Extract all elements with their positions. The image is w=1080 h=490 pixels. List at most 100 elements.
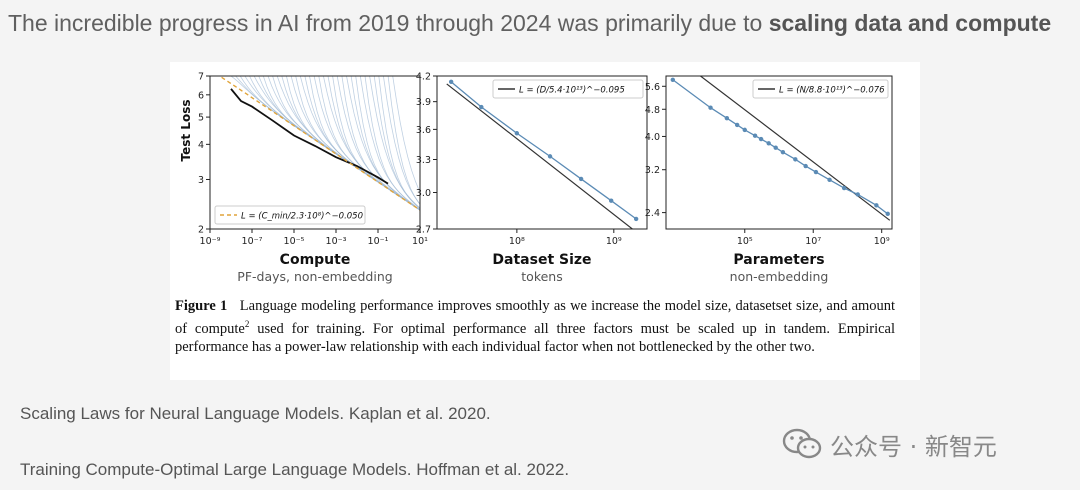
power-law-fit-line [218, 76, 420, 211]
data-point [827, 177, 832, 183]
headline: The incredible progress in AI from 2019 … [8, 10, 1072, 37]
compute-panel: 10⁻⁹ 10⁻⁷ 10⁻⁵ 10⁻³ 10⁻¹ 10¹ 2 3 4 5 6 7 ComputePF-d… [179, 72, 428, 285]
learning-curve [392, 76, 420, 193]
y-tick-label: 6 [198, 90, 204, 101]
caption-text-b: used for training. For optimal performan… [175, 320, 896, 355]
data-series-line [672, 79, 889, 215]
y-tick-label: 2.7 [416, 225, 431, 236]
legend-box [214, 205, 366, 225]
learning-curve [378, 76, 420, 210]
learning-curve [383, 76, 420, 205]
x-tick-label: 10⁷ [805, 236, 821, 247]
data-point [780, 149, 786, 155]
reference-hoffman[interactable]: Training Compute-Optimal Large Language … [20, 460, 570, 479]
caption-text-a: Language modeling performance improves s… [175, 298, 896, 337]
learning-curve [364, 76, 420, 211]
watermark-text: 公众号 · 新智元 [830, 432, 997, 461]
y-tick-label: 3.3 [416, 155, 431, 166]
figure-card: 10⁻⁹ 10⁻⁷ 10⁻⁵ 10⁻³ 10⁻¹ 10¹ 2 3 4 5 6 7 Compute PF-d… [170, 62, 920, 380]
y-tick-label: 5.6 [645, 82, 660, 93]
learning-curve [276, 76, 369, 176]
x-axis-sublabel: non-embedding [730, 269, 829, 284]
dataset-panel: 10⁸ 10⁹ 2.7 3.0 3.3 3.6 3.9 4.2 Dataset Sizetoke… [416, 72, 648, 284]
x-axis-sublabel: PF-days, non-embedding [237, 269, 392, 284]
y-tick-label: 3 [198, 175, 204, 186]
figure-plots: 10⁻⁹ 10⁻⁷ 10⁻⁵ 10⁻³ 10⁻¹ 10¹ 2 3 4 5 6 7 ComputePF-d… [179, 72, 893, 285]
data-series-line [450, 81, 637, 220]
data-point [479, 104, 484, 110]
y-tick-label: 3.6 [416, 125, 431, 136]
x-axis-label: Parameters [733, 252, 824, 268]
y-axis-label: Test Loss [179, 100, 193, 162]
y-tick-label: 3.0 [416, 188, 431, 199]
data-point [752, 133, 758, 138]
x-tick-label: 10⁻⁹ [200, 236, 221, 247]
x-tick-label: 10⁻⁷ [242, 236, 263, 247]
data-point [448, 79, 454, 85]
plot-area [670, 76, 891, 221]
x-tick-label: 10⁹ [606, 236, 622, 247]
data-point [803, 163, 808, 169]
data-point [758, 136, 764, 142]
data-point [734, 122, 740, 128]
headline-emphasis: scaling data and compute [768, 10, 1052, 36]
x-axis-label: Dataset Size [492, 252, 591, 268]
data-point [841, 185, 847, 191]
y-tick-label: 4.8 [645, 105, 660, 116]
x-tick-label: 10⁸ [509, 236, 525, 247]
y-tick-label: 3.9 [416, 97, 431, 108]
data-point [855, 192, 860, 197]
data-point [874, 203, 879, 208]
legend-box [752, 79, 889, 99]
learning-curve [244, 76, 336, 154]
x-tick-label: 10⁵ [737, 236, 753, 247]
wechat-icon [782, 428, 822, 459]
headline-text: The incredible progress in AI from 2019 … [8, 10, 769, 36]
data-point [547, 154, 553, 159]
plot-area [446, 79, 639, 229]
y-tick-label: 5 [198, 113, 204, 124]
data-point [793, 157, 798, 162]
x-axis-label: Compute [280, 252, 351, 268]
axes-frame [436, 75, 648, 230]
data-point [885, 211, 890, 217]
legend-box [492, 79, 644, 99]
data-point [633, 216, 639, 222]
y-tick-label: 4.2 [416, 72, 431, 83]
x-tick-label: 10⁻⁵ [284, 236, 305, 247]
data-point [773, 145, 778, 150]
watermark: 公众号 · 新智元 [782, 426, 997, 462]
y-tick-label: 4 [198, 140, 204, 151]
learning-curve [369, 76, 420, 209]
data-point [708, 105, 713, 110]
data-point [724, 116, 730, 121]
figure-label: Figure 1 [175, 298, 228, 314]
compute-frontier-line [230, 88, 389, 185]
legend-label: L = (N/8.8·10¹³)^−0.076 [779, 86, 885, 96]
y-tick-label: 2.4 [645, 208, 660, 219]
plot-area [218, 76, 420, 211]
legend-label: L = (C_min/2.3·10⁸)^−0.050 [241, 212, 363, 222]
y-tick-label: 4.0 [645, 132, 660, 143]
learning-curve [299, 76, 392, 192]
y-tick-label: 3.2 [645, 165, 660, 176]
reference-kaplan[interactable]: Scaling Laws for Neural Language Models.… [20, 404, 491, 423]
x-axis-sublabel: tokens [521, 269, 562, 284]
x-tick-label: 10¹ [412, 236, 428, 247]
y-tick-label: 2 [198, 225, 204, 236]
parameters-panel: 10⁵ 10⁷ 10⁹ 2.4 3.2 4.0 4.8 5.6 Parametersnon-em… [645, 75, 893, 284]
data-point [766, 141, 771, 146]
data-point [813, 169, 819, 175]
learning-curve [309, 76, 401, 198]
data-point [670, 77, 676, 82]
data-point [578, 176, 584, 182]
data-point [609, 198, 614, 203]
axes-frame [209, 75, 421, 230]
x-tick-label: 10⁻³ [326, 236, 347, 247]
legend-label: L = (D/5.4·10¹³)^−0.095 [519, 86, 625, 96]
power-law-fit-line [446, 83, 634, 229]
figure-caption: Figure 1 Language modeling performance i… [175, 297, 895, 356]
y-tick-label: 7 [198, 72, 204, 83]
x-tick-label: 10⁹ [874, 236, 890, 247]
x-tick-label: 10⁻¹ [368, 236, 389, 247]
